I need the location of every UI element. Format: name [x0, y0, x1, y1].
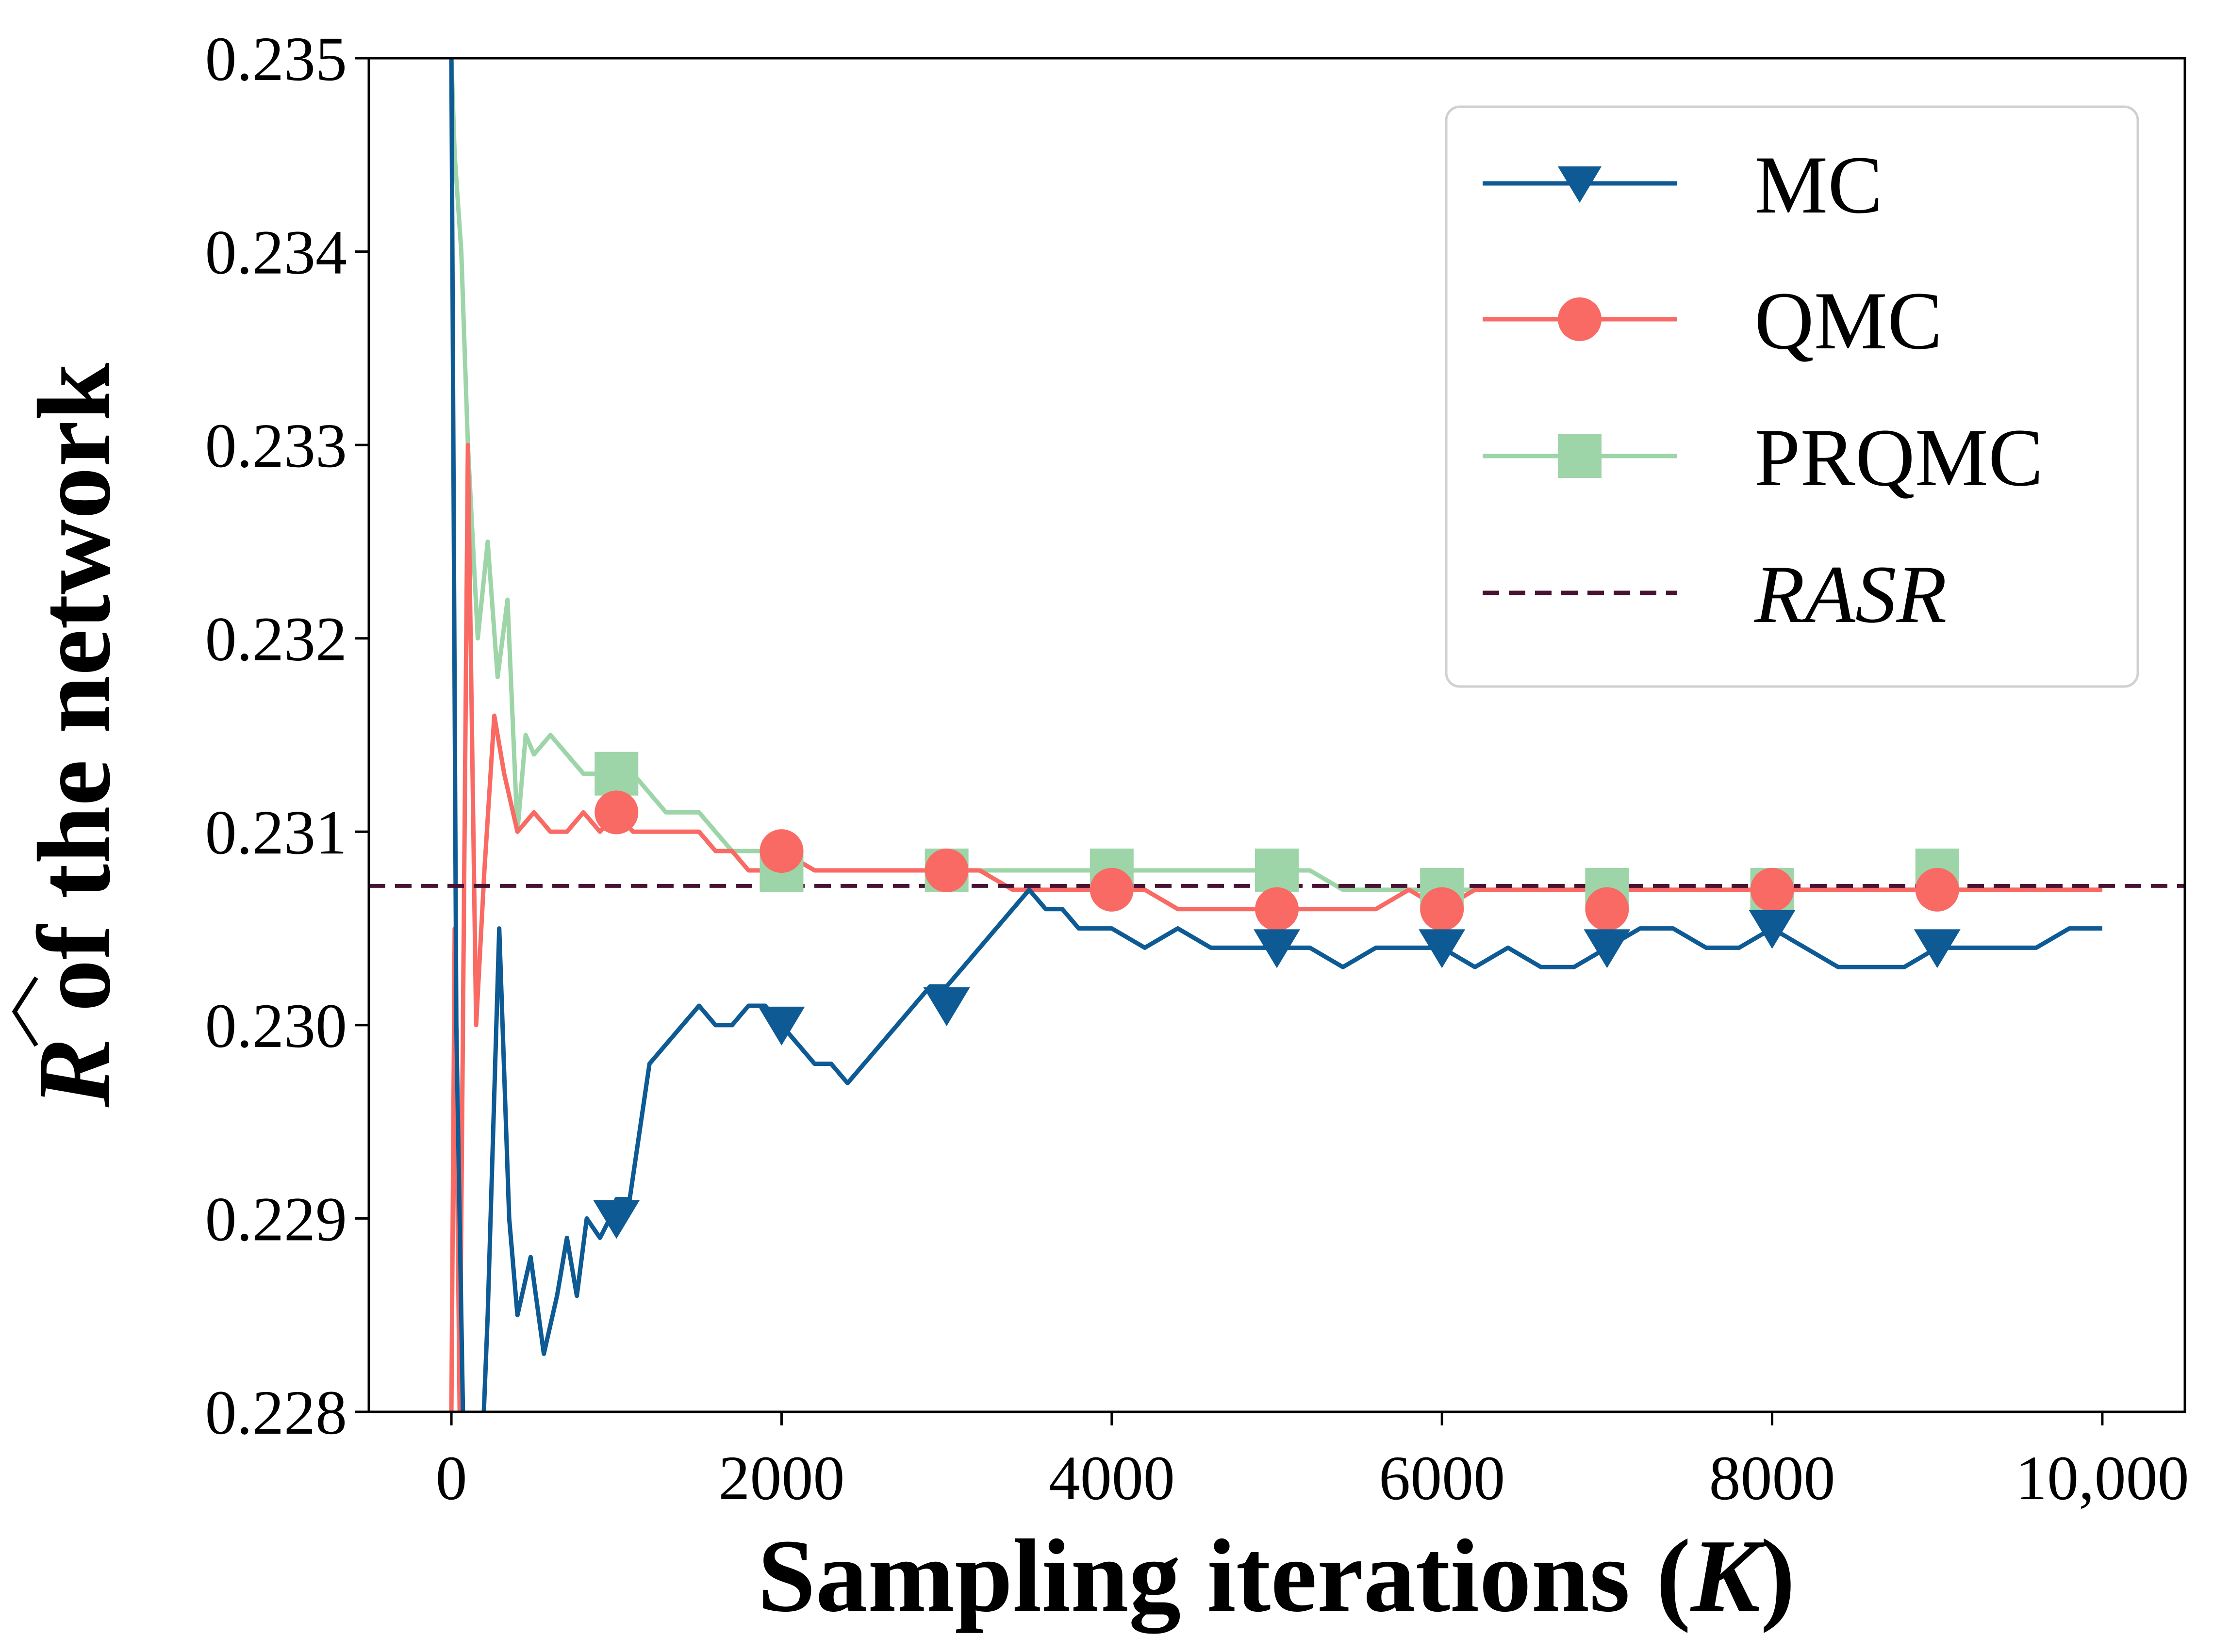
- x-axis-label: Sampling iterations (K): [758, 1518, 1795, 1634]
- x-tick-label: 0: [436, 1443, 467, 1513]
- data-point-qmc: [1255, 887, 1299, 931]
- series-line-qmc: [449, 442, 2102, 1412]
- legend-label-qmc: QMC: [1754, 275, 1942, 366]
- legend-entry-rasr: RASR: [1483, 549, 1947, 640]
- legend-marker-square: [1558, 434, 1602, 478]
- legend-label-mc: MC: [1754, 139, 1883, 230]
- data-point-prqmc: [595, 752, 639, 796]
- legend-marker-triangle: [1558, 166, 1602, 203]
- data-point-mc: [1254, 929, 1300, 968]
- data-point-mc: [593, 1200, 640, 1239]
- data-point-mc: [758, 1006, 805, 1046]
- y-axis-label-suffix: of the network: [16, 362, 132, 1038]
- x-axis-label-prefix: Sampling iterations (: [758, 1518, 1691, 1634]
- x-axis-label-suffix: ): [1760, 1518, 1795, 1634]
- x-tick-label: 4000: [1049, 1443, 1175, 1513]
- data-point-qmc: [925, 849, 969, 892]
- x-tick-label: 8000: [1709, 1443, 1835, 1513]
- y-tick-label: 0.233: [205, 411, 347, 481]
- x-axis-ticks: 0 2000 4000 6000 8000 10,000: [436, 1412, 2189, 1513]
- legend-marker-circle: [1558, 297, 1602, 341]
- data-point-qmc: [1585, 887, 1629, 931]
- y-axis-ticks: 0.228 0.229 0.230 0.231 0.232 0.233 0.234 0.235: [205, 24, 369, 1448]
- x-tick-label: 10,000: [2015, 1443, 2189, 1513]
- series-layer: [369, 58, 2185, 1412]
- legend-entry-qmc: QMC: [1483, 275, 1942, 366]
- y-tick-label: 0.234: [205, 218, 347, 288]
- data-point-mc: [1584, 929, 1631, 968]
- data-point-mc: [1914, 929, 1961, 968]
- svg-text:R of the network: R of the network: [16, 362, 132, 1108]
- data-point-prqmc: [1255, 849, 1299, 892]
- y-axis-label-hat: [12, 976, 38, 1047]
- y-tick-label: 0.230: [205, 991, 347, 1061]
- data-point-mc: [1749, 910, 1796, 949]
- x-tick-label: 6000: [1379, 1443, 1505, 1513]
- x-axis-label-var: K: [1690, 1518, 1767, 1634]
- legend-label-rasr: RASR: [1754, 549, 1947, 640]
- plot-area: [369, 58, 2185, 1412]
- data-point-mc: [1419, 929, 1466, 968]
- legend-entry-mc: MC: [1483, 139, 1883, 230]
- data-point-qmc: [1750, 867, 1794, 912]
- legend-frame: [1445, 105, 2139, 688]
- plot-frame: [367, 57, 2186, 1413]
- data-point-mc: [923, 987, 970, 1026]
- x-tick-label: 2000: [718, 1443, 844, 1513]
- legend-entry-prqmc: PRQMC: [1483, 412, 2043, 503]
- data-point-qmc: [1090, 867, 1134, 912]
- y-tick-label: 0.232: [205, 605, 347, 674]
- legend: MC QMC PRQMC RASR: [1445, 105, 2139, 688]
- data-point-qmc: [760, 829, 804, 873]
- y-tick-label: 0.228: [205, 1378, 347, 1448]
- y-tick-label: 0.229: [205, 1184, 347, 1254]
- y-axis-label: R of the network: [12, 362, 132, 1108]
- y-tick-label: 0.231: [205, 798, 347, 867]
- data-point-qmc: [1915, 867, 1959, 912]
- legend-label-prqmc: PRQMC: [1754, 412, 2043, 503]
- data-point-qmc: [595, 790, 639, 834]
- data-point-qmc: [1420, 887, 1464, 931]
- y-tick-label: 0.235: [205, 24, 347, 94]
- series-line-mc: [449, 58, 2102, 1412]
- y-axis-label-var: R: [16, 1038, 132, 1108]
